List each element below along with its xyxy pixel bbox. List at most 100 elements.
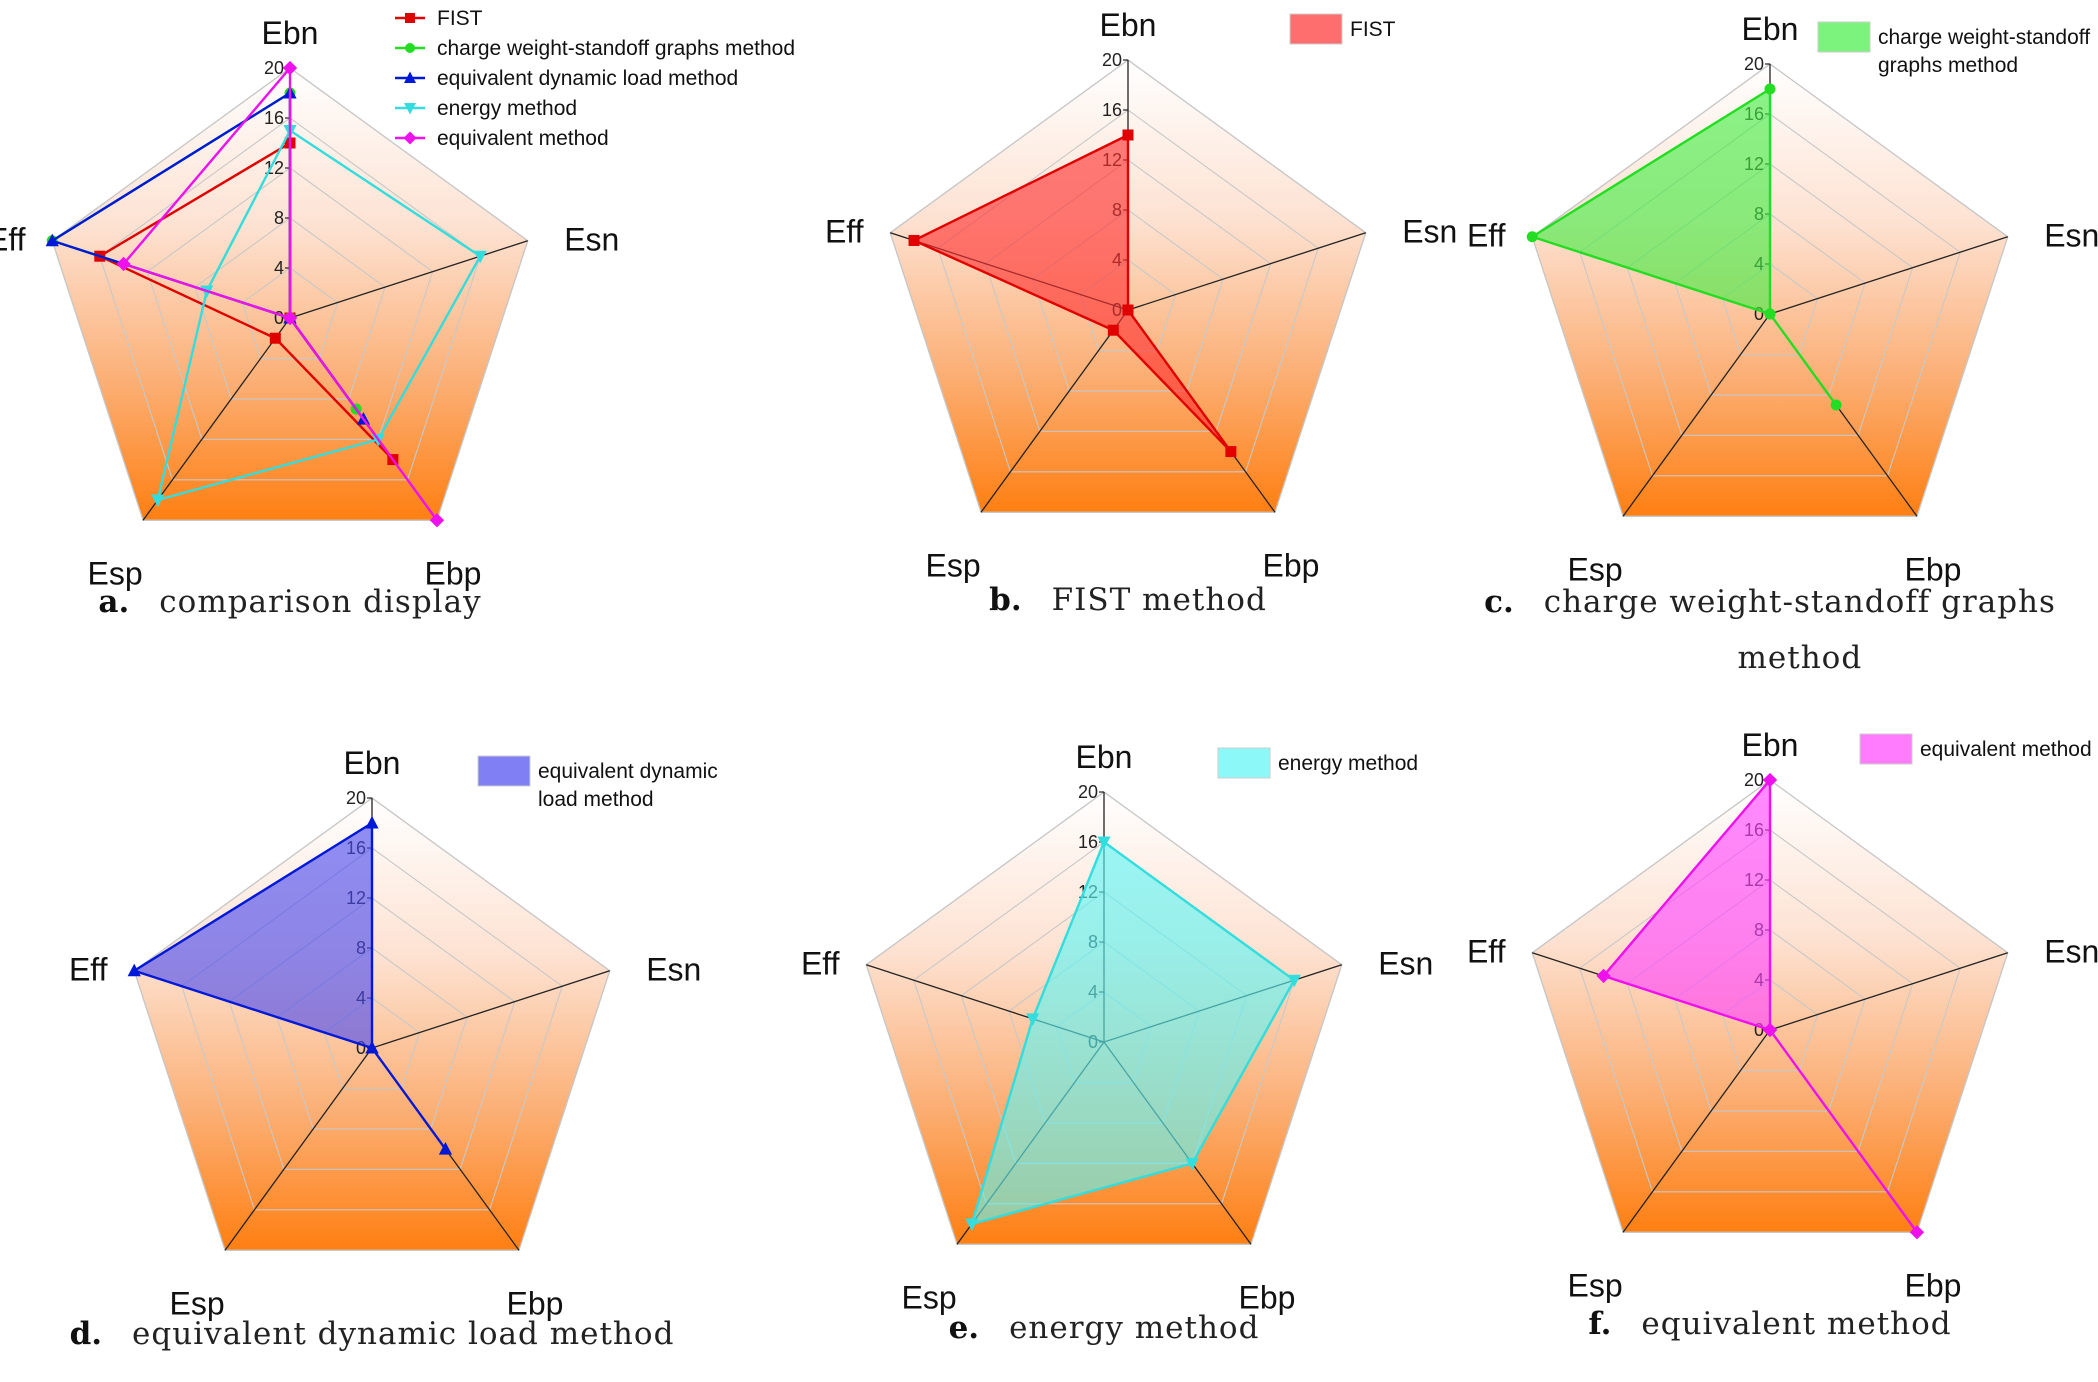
data-point-charge-weight-standoff-graphs-method-esp (1764, 308, 1776, 320)
axis-label-esp: Esp (901, 1279, 956, 1315)
data-point-energy-method-eff (1026, 1013, 1040, 1026)
data-point-fist-esp (1107, 324, 1119, 336)
axis-label-esn: Esn (2044, 934, 2098, 970)
legend-entry-equivalent-dynamic-load-method: equivalent dynamic load method (477, 755, 718, 811)
series-equivalent-dynamic-load-method (127, 815, 453, 1155)
legend-label: charge weight-standoff graphs method (1878, 26, 2090, 77)
data-point-equivalent-method-ebn (1762, 772, 1778, 788)
grid-ring (1531, 63, 2009, 517)
series-outline-equivalent-method (1602, 778, 1919, 1234)
axis-label-eff: Eff (801, 946, 840, 982)
axis-spoke (142, 317, 291, 521)
legend-entry-equivalent-dynamic-load-method: equivalent dynamic load method (395, 67, 738, 90)
grid-ring (99, 117, 481, 481)
caption-letter: c. (1484, 584, 1514, 620)
axis-label-eff: Eff (1467, 934, 1506, 970)
legend-label: energy method (1278, 752, 1418, 775)
caption-text: method (1738, 640, 1863, 676)
tick-label: 20 (1744, 54, 1764, 74)
data-point-energy-method-esp (151, 494, 165, 508)
data-point-equivalent-dynamic-load-method-eff (127, 963, 141, 977)
axis-label-ebn: Ebn (1742, 11, 1799, 47)
data-point-charge-weight-standoff-graphs-method-ebn (1764, 83, 1776, 95)
axis-label-esp: Esp (169, 1285, 224, 1321)
axis-spoke (1622, 313, 1771, 517)
series-outline-energy-method (156, 129, 482, 502)
data-point-fist-ebn (1122, 129, 1134, 141)
tick-label: 0 (1754, 1020, 1764, 1040)
axis-spoke (1622, 1029, 1771, 1233)
tick-label: 0 (1754, 304, 1764, 324)
data-point-energy-method-esp (965, 1218, 979, 1232)
legend: equivalent dynamic load method (477, 755, 718, 811)
legend-swatch (477, 755, 531, 787)
data-point-equivalent-method-ebp (1909, 1225, 1925, 1240)
tick-label: 20 (1102, 50, 1122, 70)
grid-ring (865, 791, 1343, 1245)
tick-label: 20 (264, 58, 284, 78)
axis-label-esp: Esp (1567, 551, 1622, 587)
legend-entry-fist: FIST (395, 7, 483, 30)
tick-label: 4 (274, 258, 284, 278)
legend-marker (403, 131, 417, 145)
data-point-charge-weight-standoff-graphs-method-eff (1526, 231, 1538, 243)
grid-ring (194, 217, 386, 400)
legend-swatch (1217, 747, 1271, 779)
legend-entry-charge-weight-standoff-graphs-method: charge weight-standoff graphs method (1817, 21, 2090, 77)
axis-label-esn: Esn (564, 222, 619, 258)
series-charge-weight-standoff-graphs-method (1526, 83, 1842, 411)
data-point-equivalent-dynamic-load-method-ebp (438, 1141, 453, 1155)
series-equivalent-method (116, 60, 445, 528)
axis-label-ebp: Ebp (1904, 1267, 1961, 1303)
grid-ring (133, 797, 611, 1251)
legend-marker (405, 13, 415, 23)
series-equivalent-method (1596, 772, 1925, 1240)
data-point-equivalent-dynamic-load-method-ebn (365, 815, 379, 829)
tick-label: 16 (1102, 100, 1122, 120)
legend-label: energy method (437, 97, 577, 120)
data-point-energy-method-ebn (1097, 836, 1111, 850)
legend-entry-energy-method: energy method (1217, 747, 1418, 779)
series-outline-equivalent-method (122, 66, 439, 522)
axis-label-ebp: Ebp (1238, 1279, 1295, 1315)
legend-label: charge weight-standoff graphs method (437, 37, 795, 60)
caption-letter: d. (70, 1316, 102, 1352)
tick-label: 16 (1078, 832, 1098, 852)
caption-text: charge weight-standoff graphs (1544, 584, 2056, 620)
series-outline-equivalent-dynamic-load-method (133, 821, 447, 1151)
legend-swatch (1859, 733, 1913, 765)
caption-letter: e. (949, 1310, 980, 1346)
grid-ring (51, 67, 529, 521)
grid-ring (241, 267, 339, 360)
panel-caption: c. charge weight-standoff graphs method (1484, 584, 2056, 676)
panel-caption: b. FIST method (989, 582, 1267, 618)
axis-label-ebn: Ebn (1742, 727, 1799, 763)
axis-label-esp: Esp (87, 555, 142, 591)
radar-panel-6: 048121620EbnEsnEbpEspEffequivalent metho… (1467, 727, 2098, 1342)
legend: FIST (1289, 13, 1396, 45)
data-point-equivalent-method-eff (1596, 968, 1611, 984)
tick-label: 20 (1744, 770, 1764, 790)
axis-label-eff: Eff (825, 214, 864, 250)
legend-entry-equivalent-method: equivalent method (395, 127, 609, 150)
axis-spoke (289, 240, 528, 319)
axis-label-eff: Eff (69, 952, 108, 988)
radar-panel-3: 048121620EbnEsnEbpEspEffcharge weight-st… (1467, 11, 2098, 676)
axis-spoke (1769, 952, 2008, 1031)
axis-spoke (224, 1047, 373, 1251)
axis-spoke (1769, 236, 2008, 315)
panel-caption: e. energy method (949, 1310, 1259, 1346)
axis-label-esn: Esn (646, 952, 701, 988)
tick-label: 0 (274, 308, 284, 328)
caption-text: FIST method (1052, 582, 1267, 618)
tick-label: 20 (1078, 782, 1098, 802)
axis-spoke (1127, 232, 1366, 311)
data-point-equivalent-method-eff (116, 256, 131, 272)
data-point-fist-ebp (1225, 446, 1237, 458)
data-point-equivalent-dynamic-load-method-eff (45, 233, 59, 247)
series-fist (908, 129, 1237, 458)
axis-label-ebn: Ebn (1100, 7, 1157, 43)
axis-label-ebn: Ebn (1076, 739, 1133, 775)
legend-swatch (1817, 21, 1871, 53)
